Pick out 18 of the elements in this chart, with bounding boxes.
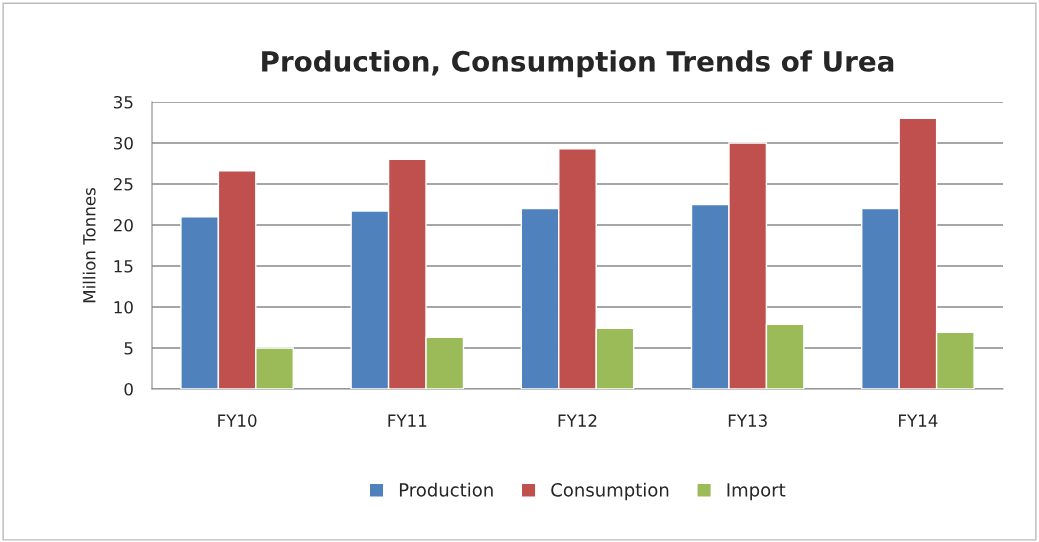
y-tick-label: 5: [124, 342, 133, 355]
legend-label: Import: [727, 483, 786, 501]
y-tick-label: 10: [114, 300, 133, 314]
y-axis-title: Million Tonnes: [82, 188, 96, 303]
y-tick-label: 15: [114, 260, 133, 273]
x-tick-label: FY10: [218, 414, 257, 427]
y-tick-label: 0: [124, 382, 133, 396]
x-tick-label: FY12: [558, 414, 597, 427]
x-tick-label: FY13: [728, 414, 767, 427]
y-tick-label: 35: [114, 95, 133, 109]
legend-label: Consumption: [551, 482, 669, 501]
y-tick-label: 30: [114, 136, 133, 150]
legend-label: Production: [399, 482, 493, 497]
x-tick-label: FY11: [388, 414, 427, 427]
x-tick-label: FY14: [899, 414, 938, 427]
y-tick-label: 25: [113, 177, 133, 191]
chart-title: Production, Consumption Trends of Urea: [262, 50, 894, 78]
y-tick-label: 20: [113, 218, 133, 232]
